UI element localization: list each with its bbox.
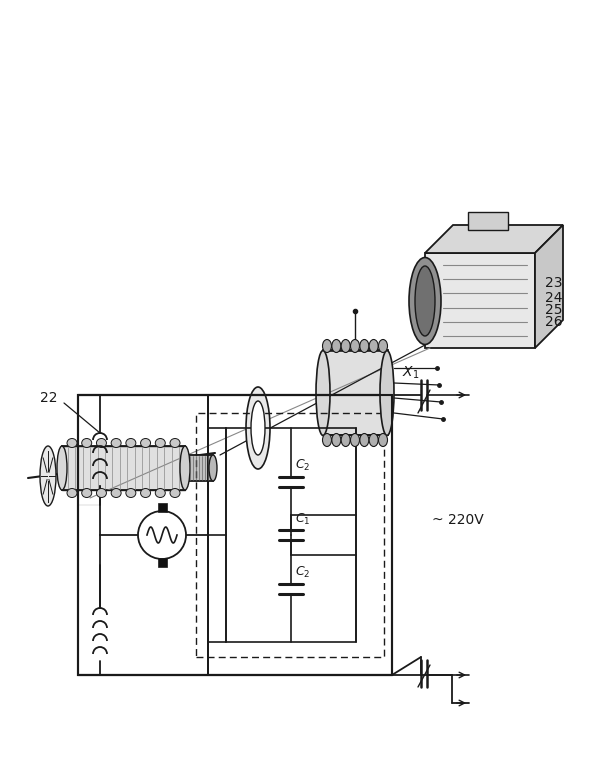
Ellipse shape <box>350 433 359 446</box>
Ellipse shape <box>360 340 369 353</box>
Ellipse shape <box>96 488 106 497</box>
Ellipse shape <box>323 340 332 353</box>
Ellipse shape <box>251 401 265 455</box>
Ellipse shape <box>209 455 217 481</box>
Text: 26: 26 <box>545 315 563 329</box>
Text: 22: 22 <box>40 391 57 405</box>
Text: $C_2$: $C_2$ <box>295 458 310 473</box>
Ellipse shape <box>155 488 165 497</box>
Ellipse shape <box>141 439 151 448</box>
Ellipse shape <box>378 340 388 353</box>
Ellipse shape <box>316 350 330 436</box>
Bar <box>188 455 213 481</box>
Text: 23: 23 <box>545 276 563 290</box>
Text: $C_2$: $C_2$ <box>295 565 310 580</box>
Polygon shape <box>535 225 563 348</box>
Ellipse shape <box>323 433 332 446</box>
Bar <box>158 558 167 567</box>
Ellipse shape <box>409 257 441 345</box>
Ellipse shape <box>57 446 67 490</box>
Bar <box>468 212 508 230</box>
Ellipse shape <box>369 433 378 446</box>
Text: 25: 25 <box>545 303 563 317</box>
Circle shape <box>138 511 186 559</box>
Text: ~ 220V: ~ 220V <box>432 513 484 527</box>
Text: $X_1$: $X_1$ <box>402 365 420 382</box>
Bar <box>226 428 356 642</box>
Ellipse shape <box>82 439 92 448</box>
Text: $C_1$: $C_1$ <box>295 511 310 526</box>
Text: 24: 24 <box>545 291 563 305</box>
Bar <box>158 503 167 512</box>
Bar <box>323 350 388 435</box>
Bar <box>62 446 185 490</box>
Ellipse shape <box>360 433 369 446</box>
Ellipse shape <box>246 387 270 469</box>
Ellipse shape <box>170 439 180 448</box>
Ellipse shape <box>378 433 388 446</box>
Bar <box>78 395 392 675</box>
Ellipse shape <box>111 439 121 448</box>
Ellipse shape <box>341 340 350 353</box>
Ellipse shape <box>341 433 350 446</box>
Ellipse shape <box>141 488 151 497</box>
Ellipse shape <box>67 439 77 448</box>
Ellipse shape <box>332 433 341 446</box>
Polygon shape <box>425 225 563 253</box>
Ellipse shape <box>111 488 121 497</box>
Ellipse shape <box>369 340 378 353</box>
Ellipse shape <box>380 350 394 436</box>
Bar <box>78 395 392 675</box>
Ellipse shape <box>332 340 341 353</box>
Ellipse shape <box>126 488 136 497</box>
Ellipse shape <box>155 439 165 448</box>
Ellipse shape <box>126 439 136 448</box>
Ellipse shape <box>350 340 359 353</box>
Ellipse shape <box>415 266 435 336</box>
Ellipse shape <box>82 488 92 497</box>
Ellipse shape <box>67 488 77 497</box>
Ellipse shape <box>96 439 106 448</box>
Bar <box>425 253 535 348</box>
Ellipse shape <box>40 446 56 506</box>
Ellipse shape <box>180 446 190 490</box>
Ellipse shape <box>170 488 180 497</box>
Bar <box>196 413 384 657</box>
